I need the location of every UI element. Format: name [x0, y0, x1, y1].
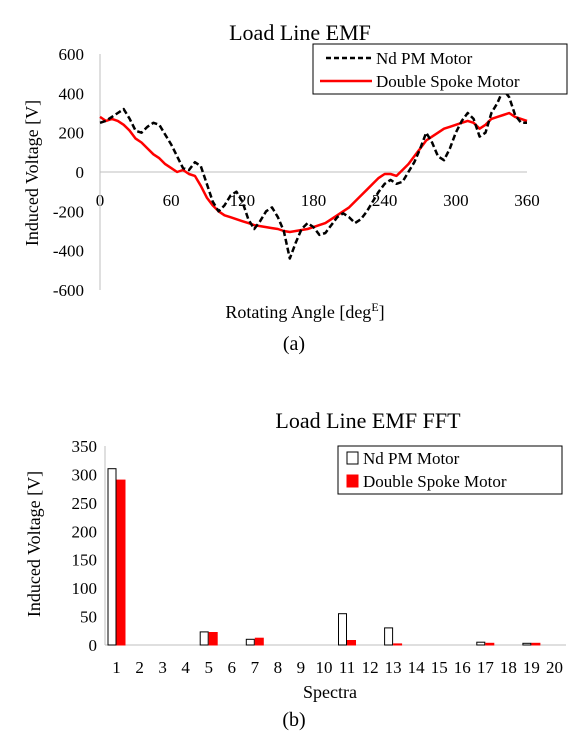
chart-b-xtick-12: 13 — [385, 658, 402, 677]
chart-a-ytick-1: 400 — [59, 84, 85, 103]
chart-b-xtick-10: 11 — [339, 658, 355, 677]
chart-b-xtick-16: 17 — [477, 658, 495, 677]
chart-a-series — [99, 88, 528, 260]
chart-b-xtick-19: 20 — [546, 658, 563, 677]
chart-b-legend-nd: Nd PM Motor — [363, 449, 460, 468]
chart-b-legend-swatch-ds — [346, 474, 359, 488]
chart-a-xlabel-main: Rotating Angle [deg — [225, 302, 371, 322]
chart-a-ytick-3: 0 — [76, 163, 85, 182]
chart-b-xtick-18: 19 — [523, 658, 540, 677]
chart-a-xtick-4: 240 — [372, 191, 398, 210]
chart-b-legend: Nd PM Motor Double Spoke Motor — [337, 445, 563, 495]
chart-a-ytick-6: -600 — [53, 281, 84, 300]
chart-a-xlabel-suffix: ] — [379, 302, 385, 322]
chart-b-xtick-15: 16 — [454, 658, 471, 677]
chart-a-x-ticks: 0 60 120 180 240 300 360 — [96, 191, 540, 210]
chart-b-title: Load Line EMF FFT — [275, 408, 461, 433]
chart-b-ytick-6: 50 — [80, 608, 97, 627]
chart-a-ytick-2: 200 — [59, 124, 85, 143]
chart-b-ytick-1: 300 — [72, 465, 98, 484]
chart-a-title: Load Line EMF — [229, 20, 371, 45]
chart-b-xtick-11: 12 — [362, 658, 379, 677]
chart-a-ylabel: Induced Voltage [V] — [22, 100, 42, 246]
chart-a-xtick-1: 60 — [163, 191, 180, 210]
chart-b-bars — [107, 468, 541, 646]
chart-b-ytick-0: 350 — [72, 437, 98, 456]
chart-b-xtick-14: 15 — [431, 658, 448, 677]
chart-b-xtick-3: 4 — [181, 658, 190, 677]
chart-b-xtick-9: 10 — [315, 658, 332, 677]
chart-b-bar-s0-5 — [199, 631, 209, 646]
chart-a-ytick-4: -200 — [53, 202, 84, 221]
chart-b-ytick-4: 150 — [72, 551, 98, 570]
chart-b-ytick-3: 200 — [72, 522, 98, 541]
fft-bar-chart: Load Line EMF FFT Induced Voltage [V] 35… — [24, 408, 566, 731]
chart-b-bar-s1-11 — [347, 640, 356, 646]
chart-b-xtick-7: 8 — [274, 658, 283, 677]
chart-a-xtick-3: 180 — [301, 191, 327, 210]
chart-b-xtick-1: 2 — [135, 658, 144, 677]
chart-b-bar-s0-19 — [522, 642, 532, 646]
chart-a-legend-ds: Double Spoke Motor — [376, 72, 520, 91]
chart-b-ytick-5: 100 — [72, 579, 98, 598]
chart-b-bar-s1-17 — [485, 642, 495, 646]
chart-b-xtick-4: 5 — [204, 658, 213, 677]
chart-a-xtick-5: 300 — [443, 191, 469, 210]
chart-a-legend-nd: Nd PM Motor — [376, 49, 473, 68]
chart-a-xtick-6: 360 — [514, 191, 540, 210]
chart-b-xtick-17: 18 — [500, 658, 517, 677]
chart-b-bar-s0-11 — [338, 613, 347, 646]
chart-b-x-ticks: 1 2 3 4 5 6 7 8 9 10 11 12 13 14 15 16 17 18 19 20 — [112, 658, 563, 677]
chart-a-legend: Nd PM Motor Double Spoke Motor — [312, 43, 568, 95]
chart-b-y-ticks: 350 300 250 200 150 100 50 0 — [72, 437, 98, 655]
chart-b-xtick-13: 14 — [408, 658, 426, 677]
chart-a-series-0 — [99, 88, 527, 260]
chart-b-bar-s1-19 — [531, 642, 541, 646]
chart-b-bar-s1-7 — [254, 637, 264, 646]
chart-a-caption: (a) — [283, 333, 305, 355]
chart-b-bar-s1-13 — [393, 643, 403, 646]
chart-b-caption: (b) — [282, 709, 305, 731]
chart-b-xlabel: Spectra — [303, 682, 357, 702]
chart-b-bar-s0-1 — [107, 468, 117, 646]
chart-b-xtick-8: 9 — [297, 658, 306, 677]
chart-a-xlabel: Rotating Angle [degE] — [225, 300, 384, 322]
chart-b-ytick-7: 0 — [89, 636, 98, 655]
chart-a-ytick-5: -400 — [53, 242, 84, 261]
chart-a-xlabel-sup: E — [371, 300, 378, 314]
chart-b-legend-swatch-nd — [346, 451, 359, 465]
chart-b-bar-s0-7 — [245, 638, 255, 646]
chart-a-y-ticks: 600 400 200 0 -200 -400 -600 — [53, 45, 84, 300]
chart-b-xtick-5: 6 — [228, 658, 237, 677]
chart-a-ytick-0: 600 — [59, 45, 85, 64]
chart-b-bar-s1-5 — [208, 632, 218, 646]
chart-b-legend-ds: Double Spoke Motor — [363, 472, 507, 491]
chart-b-legend-box — [337, 445, 563, 495]
chart-a-legend-box — [312, 43, 568, 95]
chart-b-xtick-2: 3 — [158, 658, 167, 677]
emf-line-chart: Load Line EMF Induced Voltage [V] 600400… — [22, 20, 568, 355]
chart-b-bar-s0-13 — [384, 627, 394, 646]
chart-b-bar-s0-17 — [476, 641, 486, 646]
chart-b-xtick-6: 7 — [251, 658, 260, 677]
chart-b-xtick-0: 1 — [112, 658, 121, 677]
chart-b-ytick-2: 250 — [72, 494, 98, 513]
chart-b-ylabel: Induced Voltage [V] — [24, 471, 44, 617]
chart-b-bar-s1-1 — [116, 479, 126, 646]
